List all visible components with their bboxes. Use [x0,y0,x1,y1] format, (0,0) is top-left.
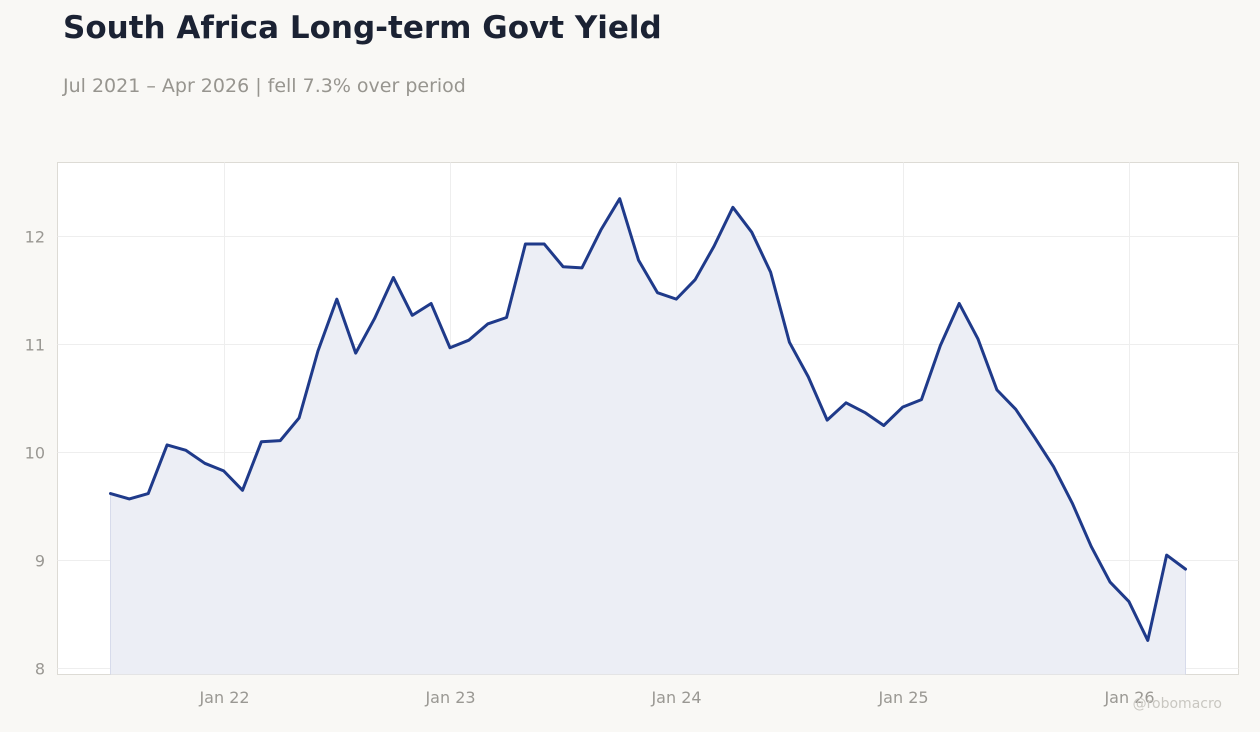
data-point [580,266,584,270]
data-point [410,313,414,317]
y-tick-label: 9 [35,552,45,571]
data-point [1033,435,1037,439]
data-point [127,497,131,501]
data-point [1165,553,1169,557]
data-point [1184,567,1188,571]
data-point [995,388,999,392]
data-point [354,351,358,355]
data-point [618,197,622,201]
data-point [1051,465,1055,469]
chart-title: South Africa Long-term Govt Yield [63,10,662,46]
data-point [957,301,961,305]
data-point [1146,638,1150,642]
data-point [542,242,546,246]
data-point [505,316,509,320]
data-point [806,375,810,379]
data-point [1014,407,1018,411]
data-point [184,448,188,452]
data-point [938,344,942,348]
data-point [1089,544,1093,548]
x-tick-label: Jan 26 [1103,688,1154,707]
data-point [109,492,113,496]
data-point [297,416,301,420]
x-axis-ticks: Jan 22 Jan 23 Jan 24 Jan 25 Jan 26 [198,688,1154,707]
data-point [523,242,527,246]
x-tick-label: Jan 25 [877,688,928,707]
data-point [901,405,905,409]
area-layer [110,198,1186,675]
data-point [373,317,377,321]
y-tick-label: 12 [25,228,45,247]
data-point [787,340,791,344]
data-point [919,398,923,402]
data-point [467,338,471,342]
data-point [448,346,452,350]
x-tick-label: Jan 24 [650,688,701,707]
data-point [203,461,207,465]
x-tick-label: Jan 22 [198,688,249,707]
data-point [655,291,659,295]
x-tick-label: Jan 23 [424,688,475,707]
data-point [486,322,490,326]
data-point [712,244,716,248]
credit-watermark: @robomacro [1132,696,1222,712]
data-point [391,276,395,280]
data-point [561,265,565,269]
data-point [1127,600,1131,604]
data-point [693,278,697,282]
data-point [637,258,641,262]
data-point [976,337,980,341]
data-point [882,424,886,428]
data-point [769,270,773,274]
data-point [241,488,245,492]
data-point [674,297,678,301]
data-point [599,228,603,232]
data-point [222,469,226,473]
data-point [316,349,320,353]
line-layer [109,197,1187,642]
y-tick-label: 10 [25,444,45,463]
series-line [109,197,1187,642]
data-point [1108,580,1112,584]
data-point [863,411,867,415]
data-point [1070,501,1074,505]
data-point [146,492,150,496]
y-axis-ticks: 8 9 10 11 12 [25,228,45,679]
data-point [165,443,169,447]
data-point [278,439,282,443]
data-point [844,401,848,405]
y-tick-label: 8 [35,660,45,679]
data-point [825,418,829,422]
data-point [335,297,339,301]
chart-subtitle: Jul 2021 – Apr 2026 | fell 7.3% over per… [63,75,466,97]
data-point [731,205,735,209]
data-point [750,230,754,234]
data-point [259,440,263,444]
y-tick-label: 11 [25,336,45,355]
series-area [110,198,1186,675]
data-point [429,301,433,305]
